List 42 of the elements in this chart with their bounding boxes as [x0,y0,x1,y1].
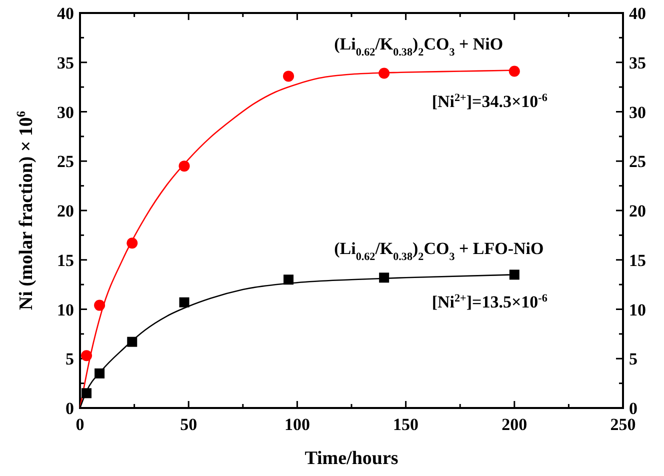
y2-tick-label: 0 [629,399,638,418]
y2-tick-label: 25 [629,152,646,172]
point [378,68,390,79]
x-tick-label: 150 [393,415,419,434]
text: (Li$_{0.62}$/K$_{0.38}$)$_{2}$CO$_{3}$ + NiO [334,34,504,59]
point [126,238,138,249]
annotation: [Ni$^{2+}$]=34.3×10$^{-6}$ [432,92,548,111]
y-tick-label: 40 [57,4,74,23]
y-tick-label: 35 [57,53,74,72]
point [178,160,190,172]
x-tick-label: 200 [502,415,528,434]
y2-tick-label: 5 [629,350,638,369]
y2-tick-label: 20 [629,202,646,220]
y2-tick-label: 35 [629,53,646,72]
y-tick-label: 15 [57,250,74,270]
point [94,300,106,311]
text: (Li$_{0.62}$/K$_{0.38}$)$_{2}$CO$_{3}$ + LFO-NiO [334,238,544,263]
point [94,368,105,378]
y2-tick-label: 15 [629,250,646,270]
y-tick-label: 30 [57,102,74,122]
annotation: [Ni$^{2+}$]=13.5×10$^{-6}$ [432,292,548,312]
point [82,388,92,398]
point [509,270,520,280]
point [508,66,520,77]
y-tick-label: 0 [66,399,74,418]
x-tick-label: 50 [180,415,198,434]
y-tick-label: 10 [57,300,74,320]
point [81,350,92,362]
y-tick-label: 20 [57,202,74,220]
y-tick-label: 5 [66,350,74,369]
x-axis-title: Time/hours [304,448,398,469]
point [379,272,390,283]
point [179,297,190,308]
y-tick-label: 25 [57,152,74,172]
y2-tick-label: 30 [629,102,646,122]
point [284,274,294,285]
y2-tick-label: 40 [629,4,646,23]
point [127,336,138,347]
x-tick-label: 250 [610,415,636,434]
y2-tick-label: 10 [629,300,646,320]
point [283,70,294,82]
x-tick-label: 100 [284,415,310,434]
